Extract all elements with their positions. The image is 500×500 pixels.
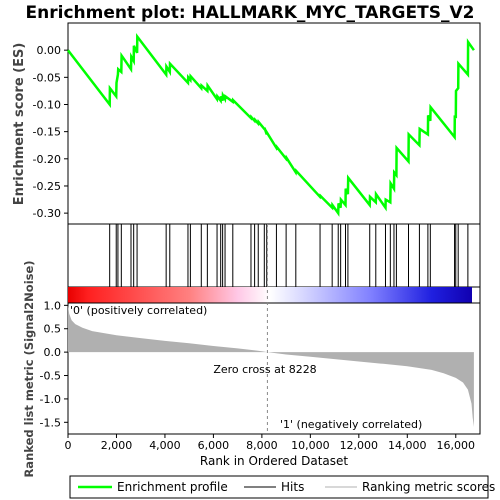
- ranked-y-tick-label: -1.5: [40, 416, 61, 429]
- es-y-axis: 0.00 -0.05 -0.10 -0.15 -0.20 -0.25 -0.30: [33, 44, 68, 220]
- x-tick-label: 14,000: [388, 439, 427, 452]
- es-y-tick-label: -0.10: [33, 98, 61, 111]
- ranked-y-tick-label: -0.5: [40, 370, 61, 383]
- ranked-y-tick-label: 0.0: [44, 346, 62, 359]
- positive-correlation-label: '0' (positively correlated): [70, 304, 207, 317]
- ranked-y-tick-label: 1.0: [44, 299, 62, 312]
- es-y-tick-label: -0.15: [33, 126, 61, 139]
- hits-panel-frame: [67, 223, 481, 288]
- x-tick-label: 0: [65, 439, 72, 452]
- x-tick-label: 4,000: [149, 439, 181, 452]
- es-y-tick-label: -0.05: [33, 71, 61, 84]
- legend-frame: [69, 475, 489, 499]
- legend-enrichment-label: Enrichment profile: [117, 480, 228, 494]
- es-y-axis-label: Enrichment score (ES): [12, 43, 27, 206]
- hit-marks: [109, 224, 469, 287]
- ranked-panel-frame: [67, 302, 481, 435]
- color-bar-gradient: [68, 287, 472, 303]
- zero-cross-label: Zero cross at 8228: [213, 363, 316, 376]
- x-tick-label: 16,000: [437, 439, 476, 452]
- legend-metric-label: Ranking metric scores: [362, 480, 495, 494]
- x-axis: 0 2,000 4,000 6,000 8,000 10,000 12,000 14,000 1…: [65, 434, 476, 452]
- ranked-y-axis: 1.0 0.5 0.0 -0.5 -1.0 -1.5: [40, 299, 68, 429]
- legend: Enrichment profile Hits Ranking metric s…: [69, 475, 495, 499]
- enrichment-profile-line: [67, 32, 475, 217]
- x-tick-label: 12,000: [340, 439, 379, 452]
- legend-hits-label: Hits: [281, 480, 304, 494]
- es-y-tick-label: -0.20: [33, 153, 61, 166]
- hits-panel: [67, 223, 481, 288]
- x-tick-label: 10,000: [291, 439, 330, 452]
- ranked-y-tick-label: -1.0: [40, 393, 61, 406]
- x-tick-label: 2,000: [101, 439, 133, 452]
- es-panel-frame: [67, 22, 481, 225]
- es-panel: 0.00 -0.05 -0.10 -0.15 -0.20 -0.25 -0.30 Enric…: [12, 22, 481, 225]
- negative-correlation-label: '1' (negatively correlated): [280, 418, 422, 431]
- ranked-color-bar: [67, 286, 481, 304]
- x-tick-label: 8,000: [246, 439, 278, 452]
- es-y-tick-label: -0.30: [33, 207, 61, 220]
- es-y-tick-label: -0.25: [33, 180, 61, 193]
- chart-title: Enrichment plot: HALLMARK_MYC_TARGETS_V2: [26, 3, 475, 23]
- ranked-metric-panel: 1.0 0.5 0.0 -0.5 -1.0 -1.5 '0' (positively co…: [22, 224, 481, 478]
- es-y-tick-label: 0.00: [37, 44, 62, 57]
- ranked-y-tick-label: 0.5: [44, 323, 62, 336]
- ranked-y-axis-label: Ranked list metric (Signal2Noise): [22, 260, 36, 477]
- x-tick-label: 6,000: [198, 439, 230, 452]
- x-axis-label: Rank in Ordered Dataset: [200, 454, 348, 468]
